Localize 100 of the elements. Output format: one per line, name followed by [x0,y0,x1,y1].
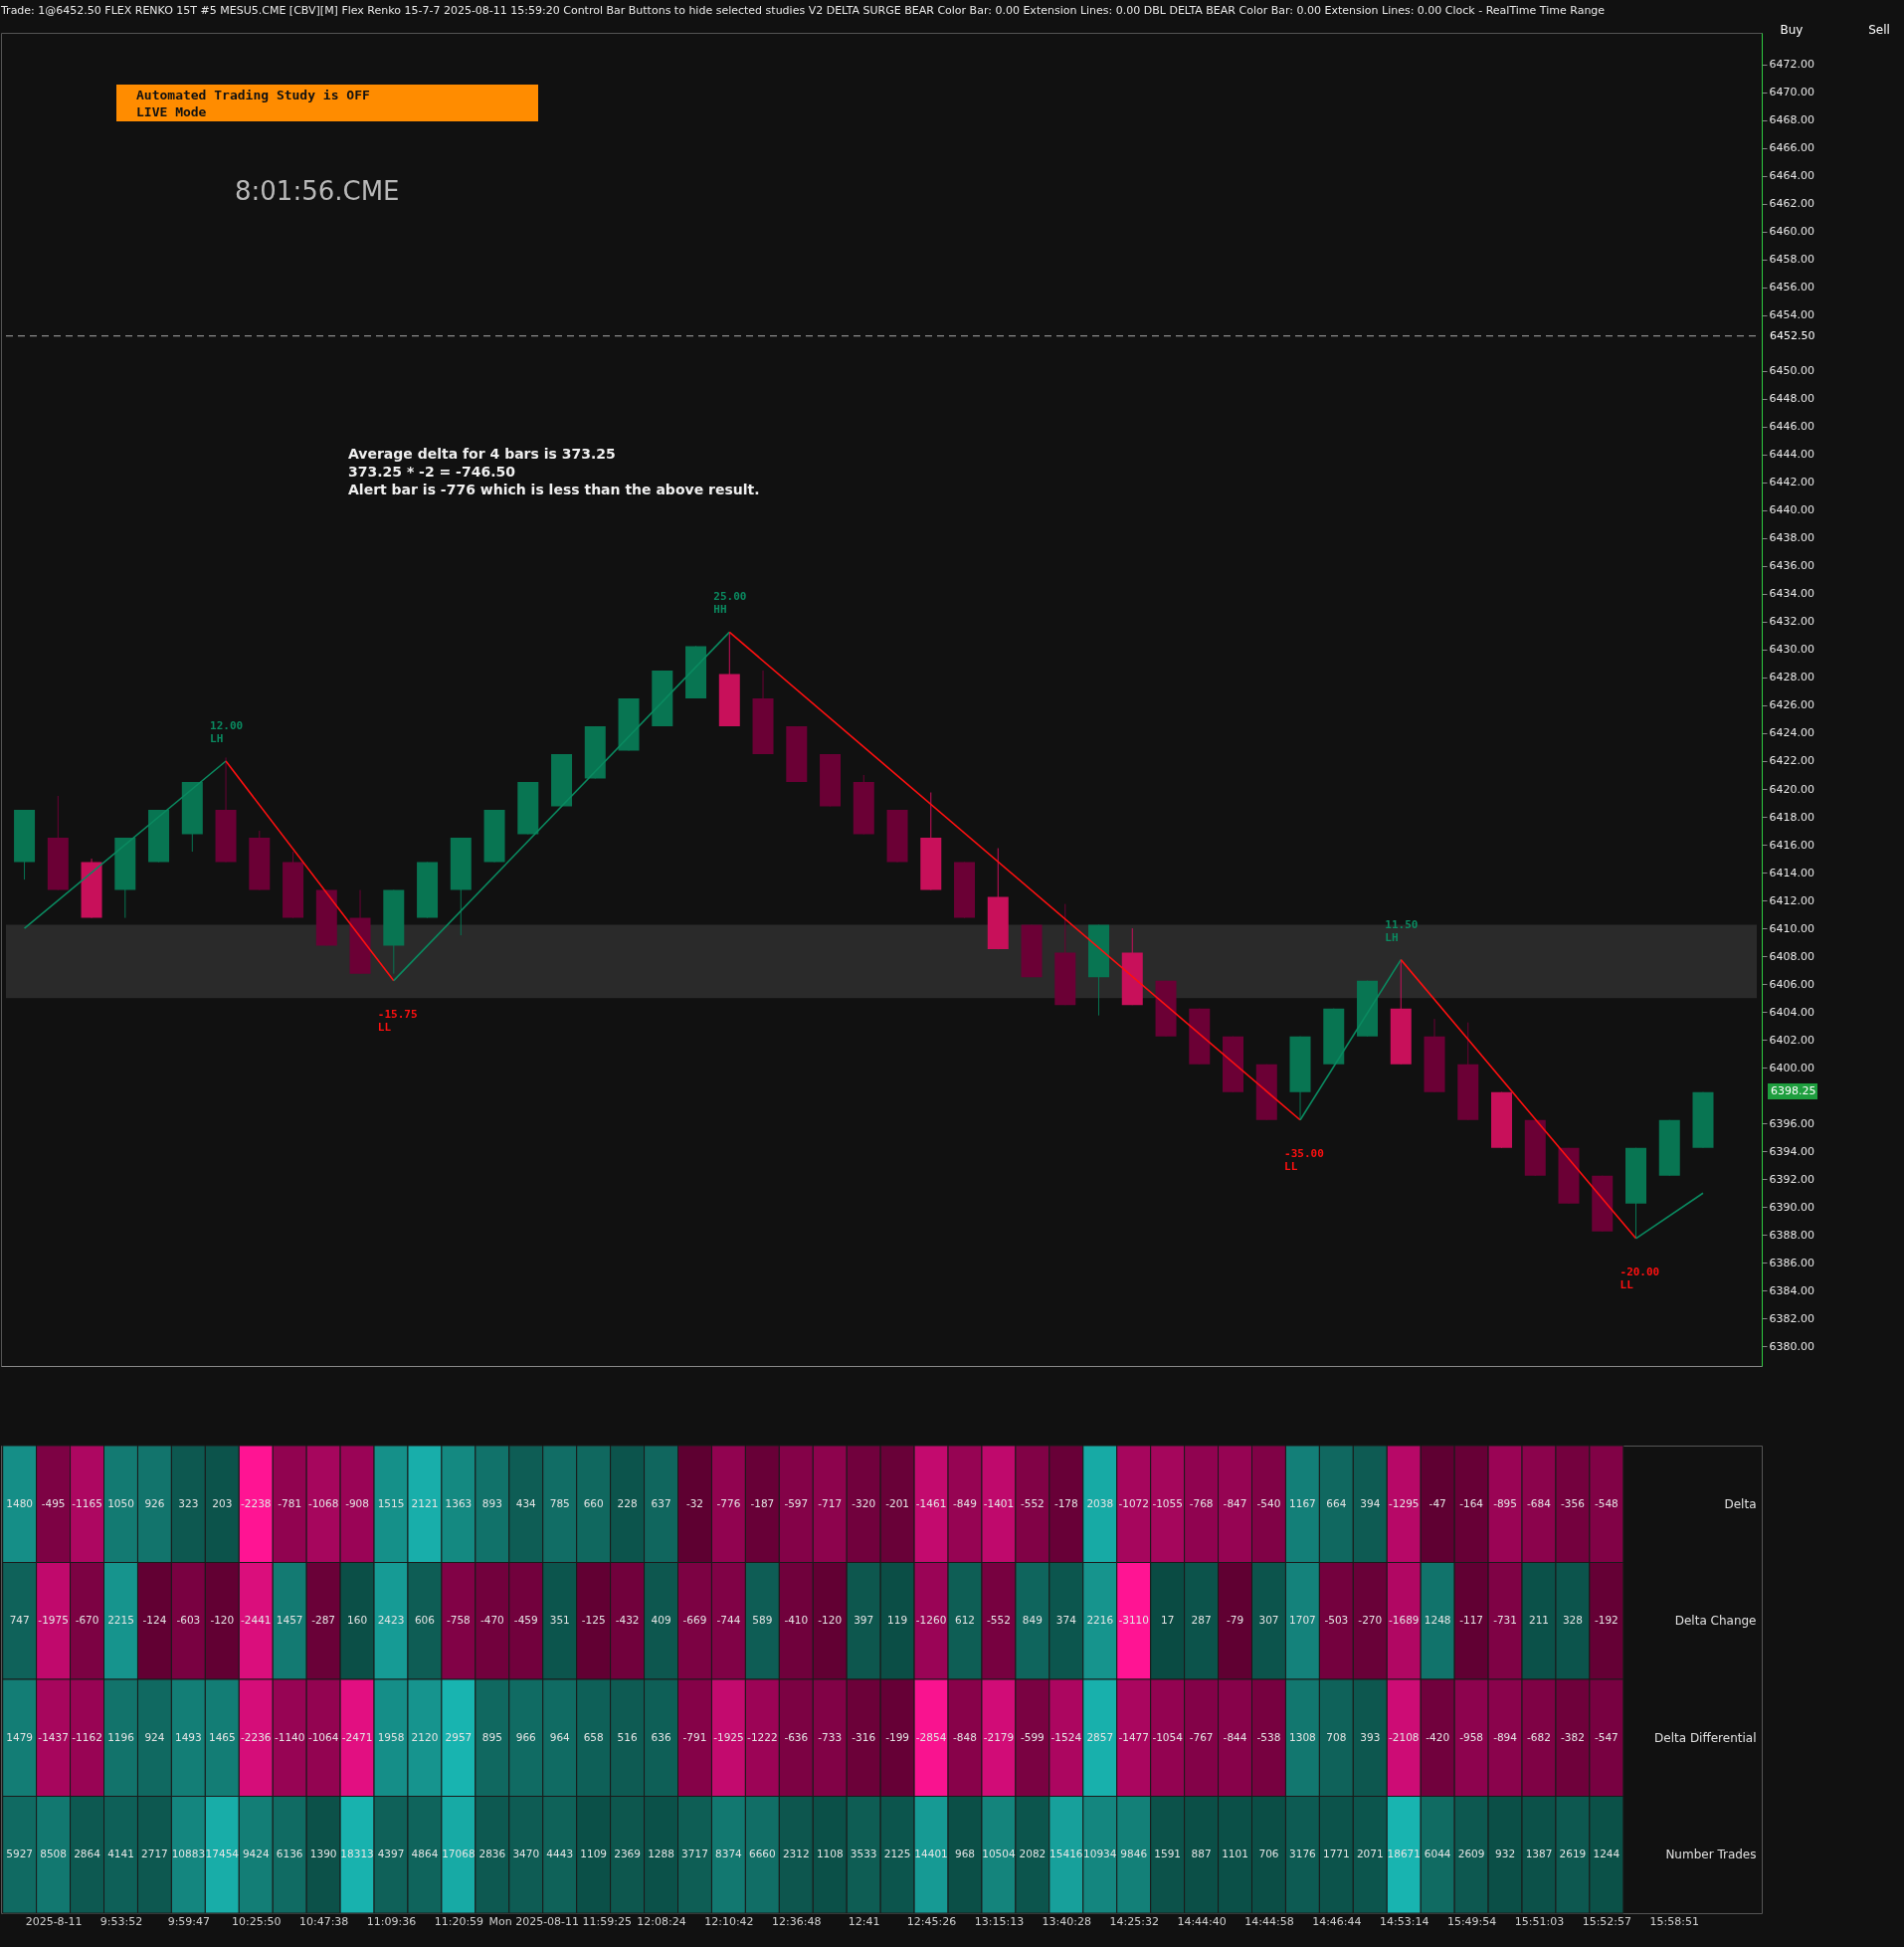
data-label: -470 [479,1614,504,1627]
y-tick-label: 6380.00 [1769,1339,1814,1353]
data-label: -178 [1053,1496,1078,1509]
x-tick-label: 13:15:13 [974,1914,1025,1928]
data-label: 2120 [411,1730,439,1743]
data-label: -895 [1493,1496,1517,1509]
data-label: -547 [1594,1730,1618,1743]
data-label: 849 [1022,1614,1043,1627]
data-label: -552 [1020,1496,1045,1509]
y-tick-label: 6416.00 [1769,838,1814,852]
data-label: 5927 [6,1848,34,1860]
x-tick-label: 9:59:47 [167,1914,211,1928]
data-label: 887 [1191,1848,1212,1860]
data-label: 932 [1495,1848,1516,1860]
data-label: -599 [1020,1730,1045,1743]
y-tick-label: 6454.00 [1769,308,1814,322]
data-label: -548 [1594,1496,1618,1509]
data-label: -1524 [1050,1730,1082,1743]
data-label: -320 [852,1496,876,1509]
data-label: 1244 [1593,1848,1620,1860]
y-tick-label: 6458.00 [1769,253,1814,267]
data-label: -731 [1493,1614,1517,1627]
data-label: -908 [345,1496,369,1509]
x-tick-label: 12:08:24 [637,1914,686,1928]
data-label: 1196 [107,1730,135,1743]
data-label: 409 [651,1614,671,1627]
data-label: -1054 [1152,1730,1184,1743]
y-tick-label: 6414.00 [1769,866,1814,879]
data-label: 3176 [1289,1848,1317,1860]
data-label: 10934 [1083,1848,1117,1860]
data-label: 1958 [377,1730,405,1743]
data-label: 1109 [580,1848,608,1860]
data-label: -124 [142,1614,167,1627]
x-tick-label: Mon 2025-08-11 11:59:25 [488,1914,632,1928]
data-label: 18313 [340,1848,374,1860]
x-tick-label: 11:09:36 [366,1914,417,1928]
data-label: -791 [682,1730,707,1743]
data-label: -2441 [240,1614,272,1627]
data-label: 636 [651,1730,671,1743]
data-label: 1288 [648,1848,674,1860]
data-label: 2957 [445,1730,473,1743]
data-label: 10883 [171,1848,206,1860]
data-label: -1140 [274,1730,305,1743]
data-label: 1248 [1424,1614,1451,1627]
data-label: -1064 [307,1730,339,1743]
data-label: 393 [1360,1730,1381,1743]
data-label: -847 [1223,1496,1247,1509]
data-label: 9846 [1120,1848,1148,1860]
data-label: 1591 [1154,1848,1182,1860]
y-tick-label: 6426.00 [1769,698,1814,712]
data-label: -744 [716,1614,741,1627]
data-label: 1515 [377,1496,405,1509]
data-label: 2619 [1559,1848,1587,1860]
data-label: -1222 [747,1730,778,1743]
data-label: 228 [617,1496,638,1509]
data-label: 895 [481,1730,502,1743]
data-label: -199 [885,1730,910,1743]
y-tick-label: Number Trades [1665,1848,1757,1862]
status-box: Automated Trading Study is OFF LIVE Mode [116,85,538,121]
data-label: -32 [685,1496,704,1509]
data-label: 664 [1326,1496,1347,1509]
data-label: 968 [954,1848,976,1860]
y-tick-label: 6408.00 [1769,949,1814,963]
y-tick-label: 6466.00 [1769,141,1814,155]
data-label: 2423 [377,1614,405,1627]
data-label: -540 [1256,1496,1281,1509]
x-tick-label: 14:44:58 [1244,1914,1294,1928]
data-label: 9424 [242,1848,270,1860]
y-tick-label: 6440.00 [1769,503,1814,517]
data-label: 211 [1528,1614,1550,1627]
data-label: -201 [885,1496,910,1509]
y-tick-label: 6430.00 [1769,643,1814,657]
y-tick-label: 6468.00 [1769,113,1814,127]
data-label: -603 [176,1614,201,1627]
y-tick-label: 6444.00 [1769,448,1814,462]
data-label: 2369 [614,1848,641,1860]
y-tick-label: 6448.00 [1769,392,1814,406]
data-label: -164 [1459,1496,1484,1509]
data-label: 785 [549,1496,570,1509]
data-label: 307 [1258,1614,1279,1627]
y-tick-label: 6464.00 [1769,169,1814,183]
data-label: -125 [581,1614,606,1627]
y-tick-label: 6390.00 [1769,1200,1814,1214]
data-label: -767 [1189,1730,1214,1743]
x-tick-label: 14:53:14 [1380,1914,1429,1928]
data-label: 1387 [1525,1848,1553,1860]
y-tick-label: 6424.00 [1769,726,1814,740]
x-tick-label: 2025-8-11 [25,1914,83,1928]
data-label: -1437 [38,1730,69,1743]
data-label: 1167 [1289,1496,1316,1509]
annotation: 11.50 LH [1385,917,1419,944]
data-label: 1390 [309,1848,337,1860]
data-label: 6044 [1424,1848,1451,1860]
data-label: 2609 [1457,1848,1485,1860]
y-tick-label: 6428.00 [1769,671,1814,684]
data-label: 2717 [141,1848,168,1860]
data-label: -192 [1594,1614,1618,1627]
data-label: 516 [617,1730,638,1743]
data-label: -844 [1223,1730,1247,1743]
y-tick-label: 6436.00 [1769,559,1814,573]
